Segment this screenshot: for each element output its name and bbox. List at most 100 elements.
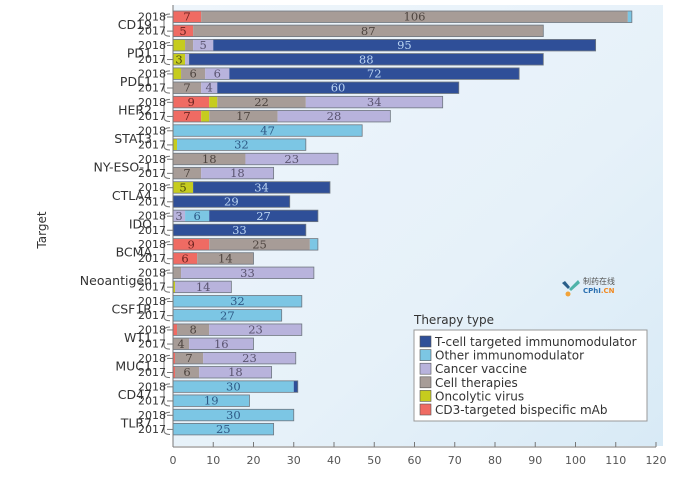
category-label: PD1 [127,46,152,61]
bar-segment-oncolytic [201,110,210,122]
bar-segment-cell [217,96,306,108]
data-label: 30 [226,380,241,394]
data-label: 3 [175,209,182,223]
watermark-cphi: CPhI [583,287,601,295]
bar-segment-cell [197,252,254,265]
data-label: 7 [183,81,190,95]
legend: Therapy type T-cell targeted immunomodula… [413,313,648,422]
data-label: 18 [202,152,217,166]
x-tick-label: 120 [646,454,667,467]
data-label: 25 [252,237,267,251]
bar-segment-cd3 [173,252,198,265]
category-label: NY-ESO-1 [94,159,153,174]
data-label: 18 [228,365,243,379]
bar-segment-cell [173,153,246,165]
bar-segment-vaccine [203,352,296,364]
category-label: CD19 [118,17,152,32]
bar-segment-tcell [193,181,330,194]
year-label: 2018 [138,295,166,308]
data-label: 33 [232,223,247,237]
x-tick-label: 70 [448,454,462,467]
bar-segment-other [173,309,282,322]
bar-segment-oncolytic [173,181,194,194]
year-label: 2018 [138,267,166,280]
x-tick-label: 40 [327,454,341,467]
bar-segment-vaccine [277,110,391,122]
year-label: 2017 [138,110,166,123]
watermark: 制药在线 CPhI.CN [560,276,640,300]
year-label: 2018 [138,323,166,336]
year-label: 2018 [138,210,166,223]
data-label: 30 [226,408,241,422]
legend-entry-cd3: CD3-targeted bispecific mAb [435,403,608,417]
data-label: 4 [177,337,184,351]
year-label: 2018 [138,153,166,166]
data-label: 34 [254,180,269,194]
watermark-text-cn: 制药在线 [583,277,615,286]
bar-segment-vaccine [175,281,232,293]
bar-segment-other [185,210,210,222]
year-label: 2018 [138,11,166,24]
data-label: 28 [327,109,342,123]
bar-segment-other [627,11,632,23]
category-label: BCMA [116,245,153,260]
bar-segment-oncolytic [173,39,186,51]
year-label: 2017 [138,366,166,379]
x-tick-label: 10 [206,454,220,467]
x-tick-label: 110 [605,454,626,467]
data-label: 29 [224,195,239,209]
year-label: 2017 [138,394,166,407]
data-label: 25 [216,422,231,436]
group-bracket [163,127,171,151]
year-label: 2017 [138,167,166,180]
bar-segment-vaccine [181,267,314,279]
year-label: 2017 [138,338,166,351]
bar-segment-tcell [217,82,459,94]
bar-segment-cell [201,11,628,23]
data-label: 19 [204,394,219,408]
bar-segment-cd3 [173,96,210,108]
bar-segment-cell [209,238,310,251]
legend-entry-tcell: T-cell targeted immunomodulator [434,335,637,349]
bar-segment-cell [209,110,278,122]
x-tick-label: 90 [528,454,542,467]
year-label: 2018 [138,96,166,109]
bar-segment-vaccine [193,39,214,51]
x-tick-label: 50 [367,454,381,467]
category-label: TLR7 [120,415,152,430]
bar-segment-oncolytic [173,67,182,80]
legend-swatch-vaccine [419,362,432,375]
bar-segment-other [173,423,274,435]
data-label: 17 [236,109,251,123]
group-bracket [163,212,171,236]
group-bracket [163,326,171,350]
year-label: 2018 [138,238,166,251]
x-tick-label: 100 [565,454,586,467]
bar-segment-other [173,380,294,393]
category-label: WT1 [124,330,152,345]
bar-segment-cell [177,323,210,336]
year-label: 2017 [138,281,166,294]
data-label: 5 [200,38,207,52]
legend-swatch-other [419,349,432,361]
bar-segment-oncolytic [173,281,176,293]
data-label: 4 [206,81,213,95]
bar-segment-other [173,124,363,137]
group-bracket [163,41,171,66]
data-label: 22 [254,95,269,109]
legend-title: Therapy type [413,313,494,327]
bar-segment-other [309,238,318,251]
year-label: 2017 [138,309,166,322]
group-bracket [163,298,171,322]
data-label: 106 [404,10,426,24]
legend-entry-oncolytic: Oncolytic virus [435,389,524,403]
x-tick-label: 30 [287,454,301,467]
year-label: 2017 [138,224,166,237]
year-label: 2017 [138,252,166,265]
data-label: 6 [183,365,190,379]
legend-entry-cell: Cell therapies [435,376,518,390]
data-label: 7 [185,351,192,365]
bar-segment-cd3 [173,110,202,122]
bar-segment-tcell [293,380,298,393]
